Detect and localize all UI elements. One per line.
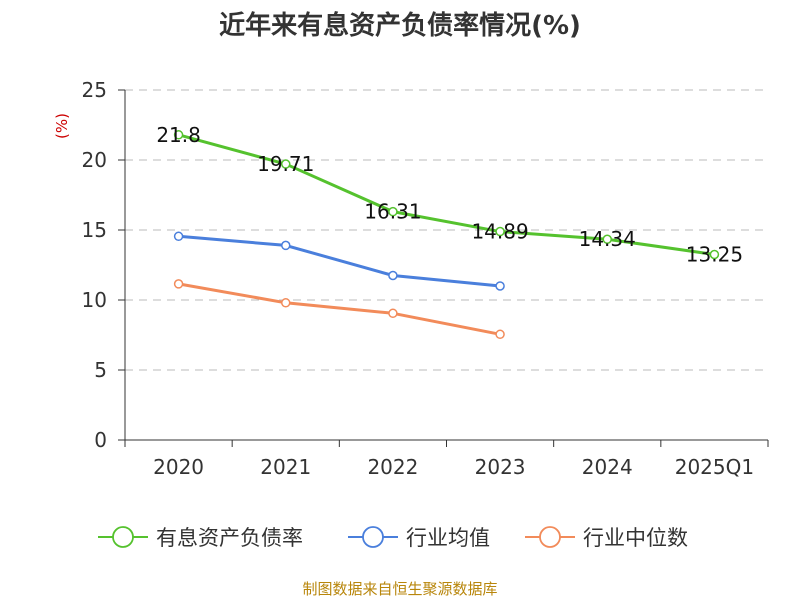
axes: 0 5 10 15 20 25 2020 2021 2022 2023 2024 2025Q1 xyxy=(82,78,769,479)
data-point-2 xyxy=(173,279,184,289)
legend-marker-icon xyxy=(362,526,384,548)
source-note: 制图数据来自恒生聚源数据库 xyxy=(302,580,497,598)
legend-label: 行业中位数 xyxy=(583,526,688,550)
legend[interactable]: 有息资产负债率 行业均值 行业中位数 xyxy=(98,526,688,550)
data-point-1 xyxy=(495,281,505,291)
series-line-1 xyxy=(178,234,501,288)
x-tick-label: 2022 xyxy=(367,455,418,479)
y-tick-label: 10 xyxy=(82,288,107,312)
legend-label: 有息资产负债率 xyxy=(156,526,303,550)
y-tick-label: 5 xyxy=(94,358,107,382)
data-label: 21.8 xyxy=(156,123,201,147)
data-label: 19.71 xyxy=(257,152,314,176)
legend-label: 行业均值 xyxy=(406,526,490,550)
data-point-0 xyxy=(602,234,612,244)
legend-item-2[interactable]: 行业中位数 xyxy=(525,526,688,550)
data-label: 13.25 xyxy=(686,243,743,267)
y-axis-unit-label: (%) xyxy=(53,113,71,139)
legend-marker-icon xyxy=(112,526,134,548)
legend-item-0[interactable]: 有息资产负债率 xyxy=(98,526,303,550)
data-point-1 xyxy=(281,240,291,251)
data-point-0 xyxy=(709,249,720,260)
data-labels: 21.8 19.71 16.31 14.89 14.34 13.25 xyxy=(156,123,743,267)
data-point-0 xyxy=(388,206,398,217)
y-tick-label: 25 xyxy=(82,78,107,102)
x-tick-label: 2025Q1 xyxy=(675,455,754,479)
legend-item-1[interactable]: 行业均值 xyxy=(348,526,490,550)
data-point-2 xyxy=(281,298,291,308)
x-tick-label: 2024 xyxy=(582,455,633,479)
series-line-0 xyxy=(178,133,715,256)
data-point-2 xyxy=(495,329,505,340)
data-point-1 xyxy=(388,270,398,281)
series-line-2 xyxy=(178,282,501,336)
x-tick-label: 2020 xyxy=(153,455,204,479)
y-tick-label: 15 xyxy=(82,218,107,242)
data-point-0 xyxy=(495,226,505,237)
x-tick-label: 2023 xyxy=(475,455,526,479)
data-point-0 xyxy=(173,130,184,140)
data-label: 14.34 xyxy=(579,227,636,251)
data-label: 14.89 xyxy=(471,220,528,244)
data-point-1 xyxy=(173,231,184,242)
y-tick-label: 0 xyxy=(94,428,107,452)
data-point-2 xyxy=(388,308,398,319)
data-point-0 xyxy=(281,159,291,169)
data-label: 16.31 xyxy=(364,200,421,224)
grid xyxy=(125,89,768,371)
chart-title: 近年来有息资产负债率情况(%) xyxy=(219,10,581,41)
y-tick-label: 20 xyxy=(82,148,107,172)
series-lines xyxy=(173,130,720,340)
x-tick-label: 2021 xyxy=(260,455,311,479)
legend-marker-icon xyxy=(539,526,561,548)
